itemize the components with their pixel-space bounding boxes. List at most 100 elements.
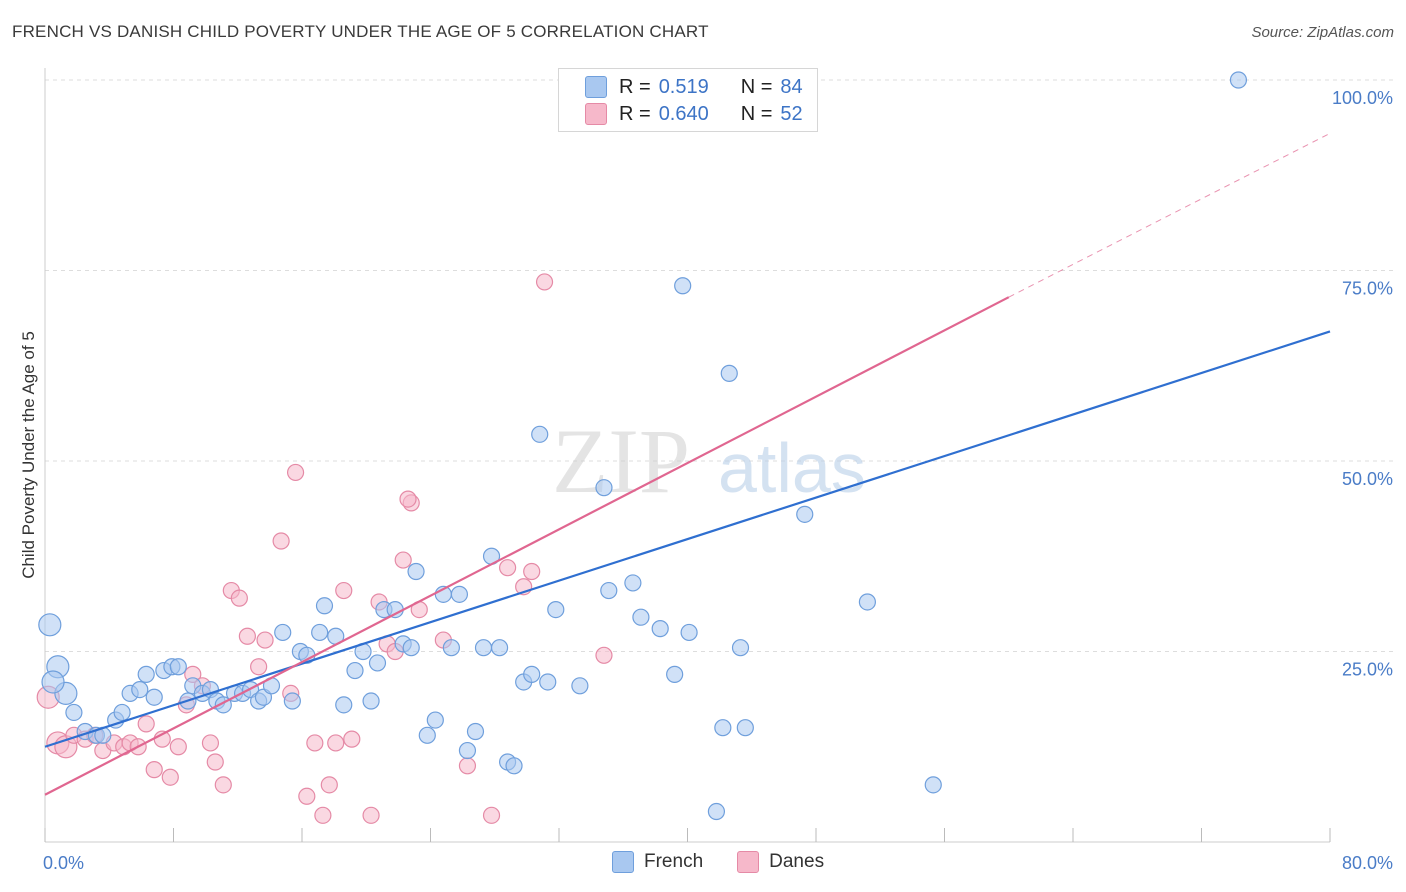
danes-trend-extension (1008, 132, 1331, 298)
french-point (442, 639, 460, 657)
french-point (505, 757, 523, 775)
french-point (666, 665, 684, 683)
legend-swatch-danes (737, 851, 760, 873)
french-point (707, 802, 726, 821)
danes-point (145, 761, 163, 779)
french-point (523, 665, 541, 683)
legend-row-french: R = 0.519 N = 84 (585, 75, 803, 99)
french-point (924, 776, 942, 794)
danes-point (206, 753, 224, 771)
danes-point (250, 658, 268, 676)
french-point (632, 608, 650, 626)
danes-point (335, 581, 353, 600)
french-point (362, 692, 380, 710)
french-point (674, 277, 692, 295)
danes-point (286, 463, 305, 482)
legend-r-label: R = (619, 102, 651, 125)
french-point (283, 692, 301, 710)
french-point (474, 639, 493, 657)
danes-point (230, 589, 248, 607)
y-tick-label: 50.0% (1342, 469, 1393, 489)
danes-point (394, 551, 412, 569)
french-point (600, 581, 618, 600)
legend-swatch-french (585, 76, 607, 98)
danes-point (137, 715, 155, 733)
french-point (41, 670, 65, 694)
danes-trend-line (44, 296, 1010, 796)
watermark-atlas: atlas (718, 429, 866, 507)
french-point (714, 719, 732, 737)
danes-point (298, 787, 316, 805)
french-point (346, 661, 364, 680)
legend-r-value: 0.640 (658, 102, 709, 125)
y-tick-label: 75.0% (1342, 279, 1393, 299)
french-point (335, 696, 353, 714)
french-point (796, 505, 814, 523)
french-point (736, 719, 754, 737)
y-axis-label: Child Poverty Under the Age of 5 (19, 331, 38, 579)
french-point (458, 741, 477, 760)
legend-n-value: 52 (780, 102, 803, 125)
french-point (858, 593, 877, 611)
french-point (720, 364, 738, 382)
danes-point (272, 532, 290, 550)
french-point (466, 722, 485, 741)
french-point (402, 639, 420, 657)
french-point (311, 623, 329, 642)
french-point (407, 562, 425, 581)
danes-point (169, 738, 187, 756)
danes-point (482, 806, 501, 824)
legend-label-french: French (644, 851, 704, 872)
danes-point (161, 768, 179, 786)
legend-row-danes: R = 0.640 N = 52 (585, 102, 803, 126)
legend-swatch-french (612, 851, 634, 873)
french-point (624, 574, 642, 592)
french-point (137, 665, 155, 683)
legend-swatch-danes (585, 103, 607, 125)
french-point (651, 620, 669, 638)
danes-point (343, 730, 361, 748)
danes-point (201, 734, 220, 752)
source-label: Source: ZipAtlas.com (1251, 24, 1394, 41)
french-point (65, 703, 83, 722)
x-tick-label: 80.0% (1342, 853, 1393, 873)
french-point (145, 688, 163, 706)
french-point (426, 711, 444, 729)
legend-label-danes: Danes (769, 851, 825, 872)
legend-item-french[interactable]: French (612, 851, 703, 873)
chart-title: FRENCH VS DANISH CHILD POVERTY UNDER THE… (12, 22, 709, 41)
tick-labels: 25.0% 50.0% 75.0% 100.0% 0.0% 80.0% (43, 88, 1393, 873)
french-point (539, 673, 557, 691)
danes-point (523, 562, 541, 581)
french-point (169, 658, 187, 676)
danes-point (320, 776, 338, 794)
french-point (113, 703, 131, 722)
danes-point (327, 734, 345, 752)
danes-point (499, 559, 517, 577)
danes-point (535, 273, 554, 291)
legend-n-label: N = (740, 75, 773, 98)
french-point (38, 613, 62, 637)
french-point (571, 677, 589, 695)
series-legend: French Danes (612, 851, 858, 873)
danes-point (256, 631, 274, 649)
danes-point (314, 806, 332, 824)
french-point (274, 623, 292, 642)
french-point (1229, 71, 1248, 89)
legend-n-value: 84 (780, 75, 803, 98)
x-tick-label: 0.0% (43, 853, 84, 873)
legend-item-danes[interactable]: Danes (737, 851, 824, 873)
legend-r-value: 0.519 (658, 75, 709, 98)
danes-point (458, 757, 477, 775)
french-point (315, 597, 334, 615)
french-point (531, 425, 549, 443)
french-point (450, 585, 469, 603)
french-trend-line (44, 330, 1331, 748)
danes-point (238, 627, 256, 645)
danes-point (399, 490, 417, 508)
legend-r-label: R = (619, 75, 651, 98)
legend-n-label: N = (740, 102, 773, 125)
danes-point (306, 734, 324, 752)
french-point (418, 726, 436, 744)
